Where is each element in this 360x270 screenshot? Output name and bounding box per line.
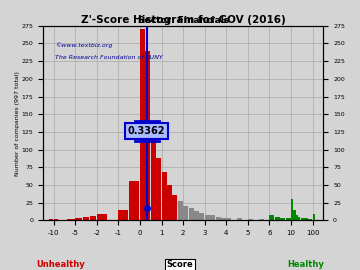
Bar: [308, 219, 310, 220]
Bar: [216, 217, 221, 220]
Bar: [280, 218, 285, 220]
Text: Sector: Financials: Sector: Financials: [138, 16, 229, 25]
Bar: [275, 217, 280, 220]
Bar: [291, 199, 293, 220]
Bar: [285, 218, 291, 220]
Bar: [172, 195, 177, 220]
Bar: [140, 29, 145, 220]
Text: The Research Foundation of SUNY: The Research Foundation of SUNY: [55, 55, 163, 60]
Title: Z'-Score Histogram for GOV (2016): Z'-Score Histogram for GOV (2016): [81, 15, 285, 25]
Bar: [49, 219, 53, 220]
Bar: [75, 218, 82, 220]
Bar: [293, 211, 296, 220]
Text: ©www.textbiz.org: ©www.textbiz.org: [55, 42, 112, 48]
Text: Score: Score: [167, 260, 193, 269]
Bar: [303, 218, 305, 220]
Bar: [97, 214, 107, 220]
Bar: [205, 215, 210, 220]
Text: 0.3362: 0.3362: [127, 126, 165, 136]
Bar: [210, 215, 215, 220]
Bar: [270, 215, 274, 220]
Bar: [199, 213, 204, 220]
Bar: [151, 129, 156, 220]
Bar: [167, 185, 172, 220]
Bar: [82, 217, 89, 220]
Bar: [226, 218, 231, 220]
Bar: [259, 219, 264, 220]
Bar: [178, 201, 183, 220]
Bar: [310, 219, 312, 220]
Bar: [67, 219, 71, 220]
Text: Healthy: Healthy: [287, 260, 324, 269]
Bar: [189, 208, 194, 220]
Bar: [162, 172, 167, 220]
Bar: [194, 211, 199, 220]
Bar: [248, 219, 253, 220]
Bar: [71, 219, 75, 220]
Bar: [221, 218, 226, 220]
Bar: [90, 216, 96, 220]
Bar: [156, 158, 161, 220]
Bar: [296, 215, 298, 220]
Bar: [312, 214, 315, 220]
Bar: [298, 217, 301, 220]
Bar: [237, 218, 242, 220]
Bar: [183, 205, 188, 220]
Y-axis label: Number of companies (997 total): Number of companies (997 total): [15, 71, 20, 176]
Bar: [305, 218, 308, 220]
Text: Unhealthy: Unhealthy: [36, 260, 85, 269]
Bar: [118, 211, 129, 220]
Bar: [54, 219, 58, 220]
Bar: [129, 181, 139, 220]
Bar: [301, 218, 303, 220]
Bar: [145, 50, 150, 220]
